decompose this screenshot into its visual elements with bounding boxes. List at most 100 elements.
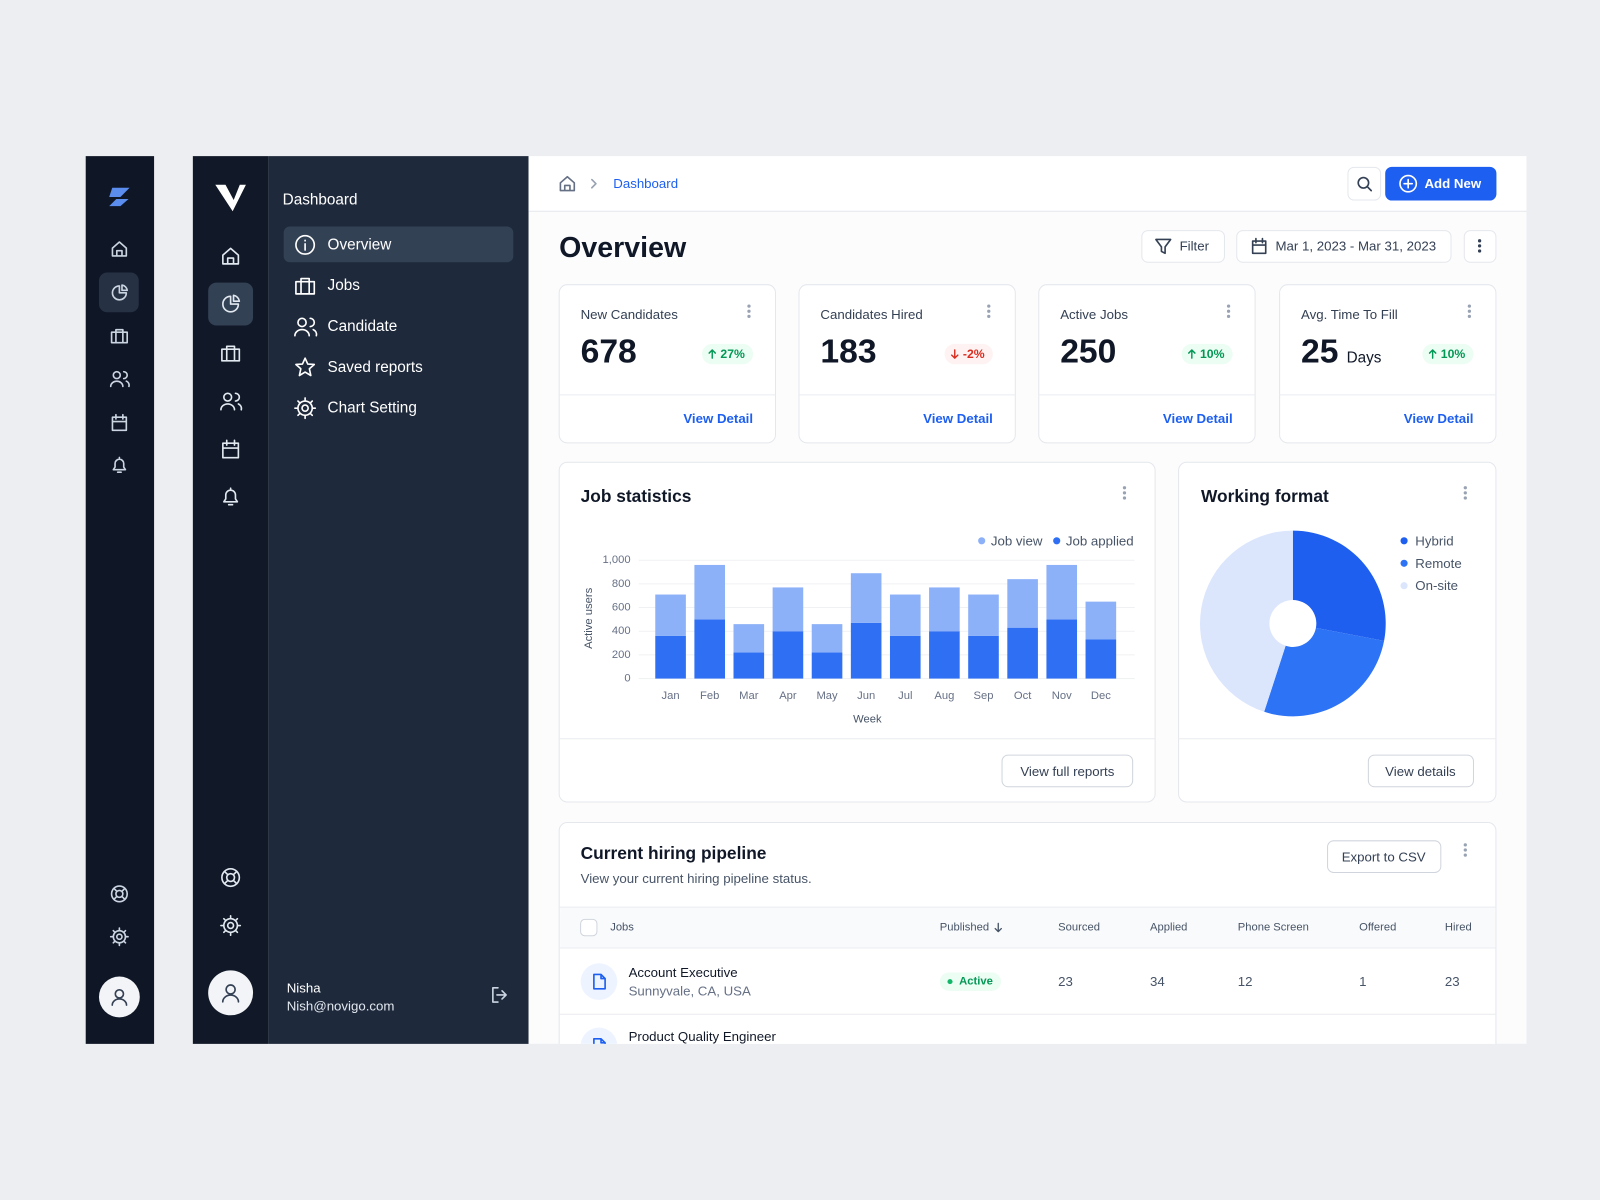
icon-bell xyxy=(112,456,127,474)
legend-swatch xyxy=(978,537,986,545)
table-header-bg xyxy=(560,907,1495,948)
job-icon-bg xyxy=(580,1027,618,1044)
view-detail-link[interactable]: View Detail xyxy=(1404,411,1474,426)
status-label: Active xyxy=(959,976,993,988)
kebab-dot xyxy=(1122,491,1127,495)
icon-user xyxy=(221,984,240,1003)
icon-buoy xyxy=(110,885,129,903)
cell: 23 xyxy=(1445,974,1460,989)
view-detail-link[interactable]: View Detail xyxy=(1163,411,1233,426)
icon-briefcase xyxy=(295,277,316,295)
icon-filter xyxy=(1155,238,1172,255)
date-range[interactable]: Mar 1, 2023 - Mar 31, 2023 xyxy=(1276,238,1437,253)
export-label[interactable]: Export to CSV xyxy=(1342,850,1426,865)
column-header: Published xyxy=(940,922,989,934)
x-tick-label: Jan xyxy=(662,690,680,702)
bar-segment xyxy=(929,587,960,632)
checkbox[interactable] xyxy=(580,918,598,937)
icon-up xyxy=(1428,349,1437,359)
pie-slice xyxy=(1200,530,1293,712)
column-header: Hired xyxy=(1445,922,1472,934)
kebab-dot xyxy=(1122,496,1127,500)
bar-segment xyxy=(929,631,960,679)
menu-item[interactable]: Jobs xyxy=(328,277,361,294)
add-button-label[interactable]: Add New xyxy=(1424,176,1481,191)
legend-label: Job view xyxy=(991,533,1043,548)
icon-briefcase xyxy=(110,328,129,344)
stat-change: -2% xyxy=(963,347,985,361)
active-menu-bg xyxy=(283,226,514,263)
add-button[interactable] xyxy=(1385,166,1497,201)
x-axis-label: Week xyxy=(853,713,882,725)
kebab-dot xyxy=(987,314,991,318)
stat-value: 678 xyxy=(581,334,637,371)
stat-unit: Days xyxy=(1347,350,1382,367)
kebab-dot xyxy=(987,304,991,308)
legend-swatch xyxy=(1053,537,1061,545)
icon-users xyxy=(220,392,243,411)
legend-label: Job applied xyxy=(1066,533,1134,548)
bar-segment xyxy=(1046,564,1078,620)
breadcrumb[interactable]: Dashboard xyxy=(613,176,678,191)
menu-item[interactable]: Overview xyxy=(328,236,393,253)
icon-pie xyxy=(222,294,241,313)
column-header: Sourced xyxy=(1058,922,1100,934)
kebab-dot xyxy=(747,314,751,318)
avatar xyxy=(208,970,254,1016)
logo xyxy=(215,184,246,212)
kebab-dot xyxy=(1467,304,1472,308)
icon-star xyxy=(295,357,316,377)
kebab-dot xyxy=(987,309,991,313)
filter-button[interactable] xyxy=(1141,230,1225,263)
bar-segment xyxy=(733,652,765,679)
icon-home xyxy=(222,247,240,265)
date-button[interactable] xyxy=(1236,230,1452,263)
pie-slice xyxy=(1292,530,1386,641)
kebab-dot xyxy=(1226,309,1231,313)
card-button[interactable] xyxy=(1001,754,1134,788)
menu-item[interactable]: Candidate xyxy=(328,318,398,335)
view-detail-link[interactable]: View Detail xyxy=(923,411,993,426)
legend-swatch xyxy=(1400,537,1408,545)
kebab-dot xyxy=(1463,853,1467,857)
stat-label: Avg. Time To Fill xyxy=(1301,307,1398,322)
y-tick-label: 800 xyxy=(612,578,631,590)
search-button[interactable] xyxy=(1347,166,1382,201)
icon-briefcase xyxy=(221,345,241,362)
bar-segment xyxy=(1007,627,1038,679)
icon-calendar xyxy=(111,413,128,432)
icon-info xyxy=(295,234,316,255)
export-button[interactable] xyxy=(1327,840,1442,873)
kebab-dot xyxy=(747,309,751,313)
x-tick-label: Sep xyxy=(974,690,994,702)
y-axis-label: Active users xyxy=(583,587,595,648)
menu-item[interactable]: Saved reports xyxy=(328,359,424,376)
kebab-dot xyxy=(1477,239,1482,243)
card-button-label[interactable]: View full reports xyxy=(1020,764,1114,779)
stat-label: Candidates Hired xyxy=(820,307,922,322)
change-badge xyxy=(1181,343,1233,365)
view-detail-link[interactable]: View Detail xyxy=(683,411,753,426)
bar-segment xyxy=(1007,579,1038,628)
card-button[interactable] xyxy=(1367,754,1474,788)
x-tick-label: Jul xyxy=(898,690,912,702)
column-header: Phone Screen xyxy=(1238,922,1309,934)
bar-segment xyxy=(1085,601,1117,640)
stat-value: 250 xyxy=(1060,334,1116,371)
menu-item[interactable]: Chart Setting xyxy=(328,400,417,417)
icon-plus xyxy=(1399,174,1418,193)
kebab-dot xyxy=(747,304,751,308)
pipeline-subtitle: View your current hiring pipeline status… xyxy=(581,871,812,886)
kebab-dot xyxy=(1463,486,1467,490)
legend-swatch xyxy=(1400,559,1408,567)
page-title: Overview xyxy=(559,232,687,264)
cell: 1 xyxy=(1359,974,1366,989)
logo xyxy=(109,187,130,207)
card-button-label[interactable]: View details xyxy=(1385,764,1456,779)
icon-up xyxy=(708,349,717,359)
menu-title: Dashboard xyxy=(283,192,358,209)
x-tick-label: Nov xyxy=(1052,690,1072,702)
filter-label[interactable]: Filter xyxy=(1180,238,1210,253)
